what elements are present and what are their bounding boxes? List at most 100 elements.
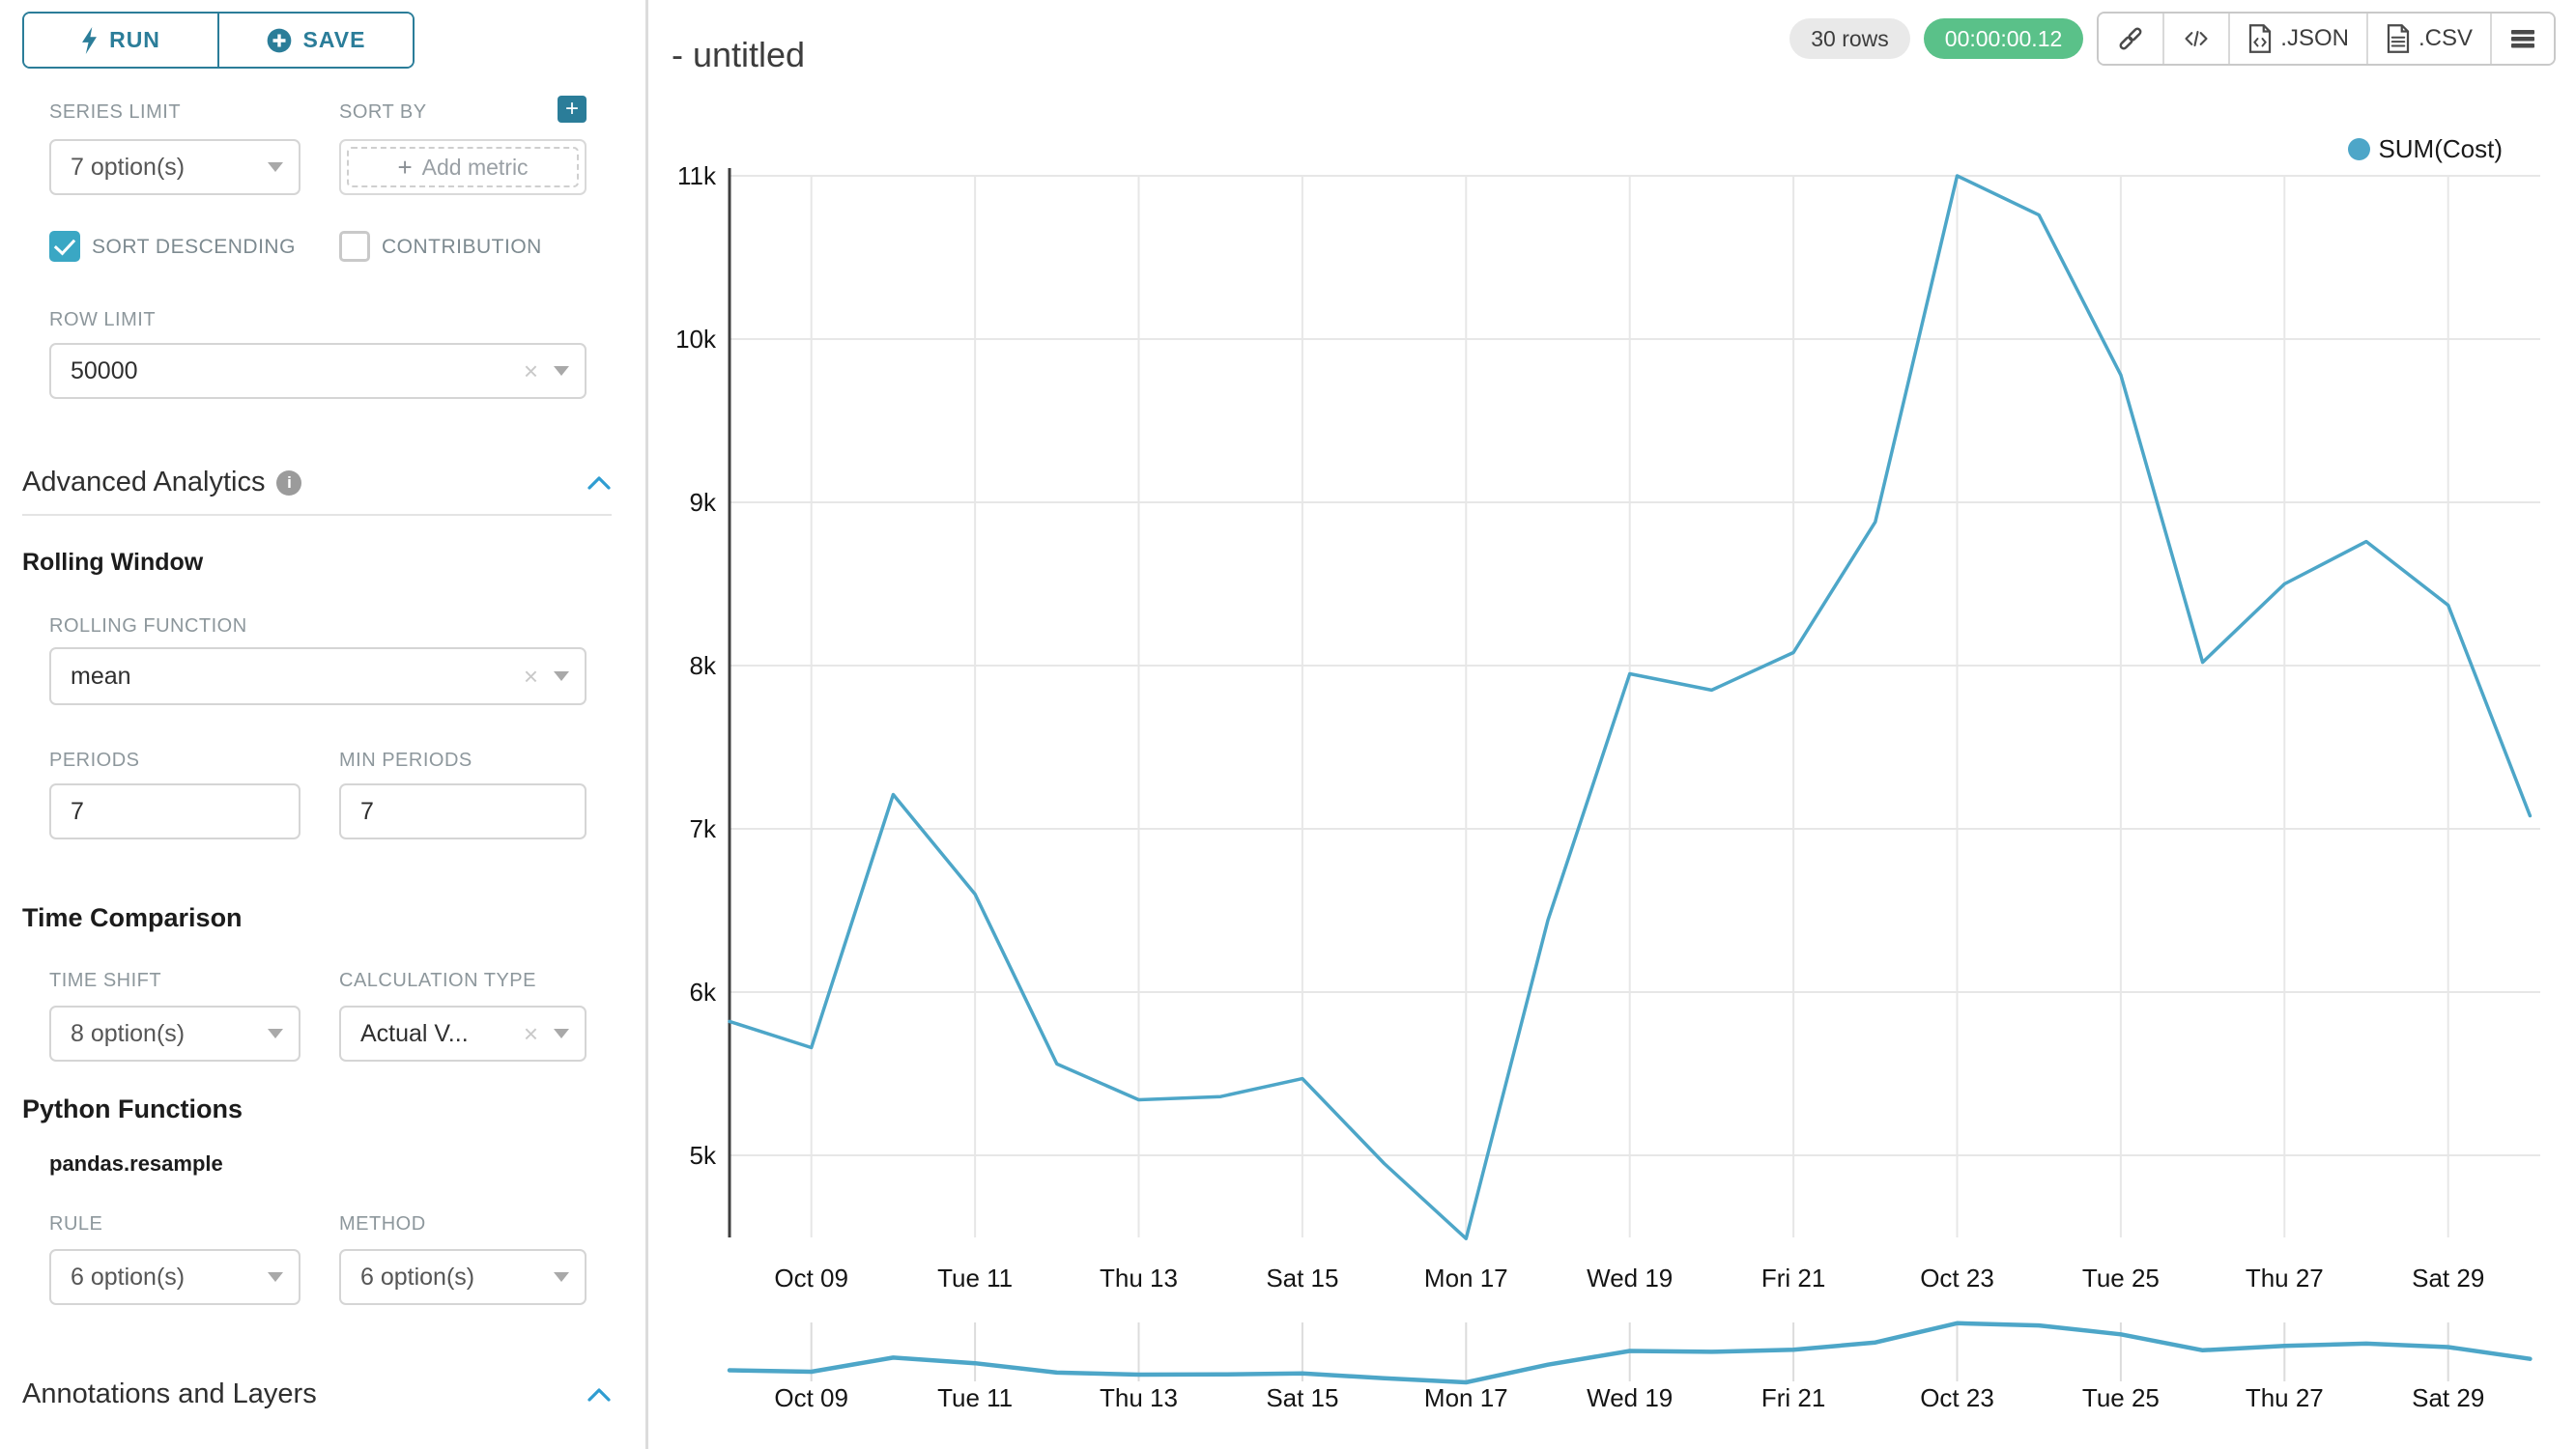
contribution-checkbox[interactable] [339,231,370,262]
csv-label: .CSV [2418,25,2473,51]
y-axis-tick-label: 8k [690,651,717,680]
y-axis-tick-label: 10k [675,325,717,354]
rolling-function-select[interactable]: mean × [49,647,587,705]
mini-x-axis-tick-label: Tue 25 [2082,1383,2160,1412]
calculation-type-select[interactable]: Actual V... × [339,1006,587,1062]
x-axis-tick-label: Thu 13 [1100,1264,1178,1293]
mini-x-axis-tick-label: Oct 09 [774,1383,848,1412]
sort-descending-label: SORT DESCENDING [92,236,296,258]
rolling-window-title: Rolling Window [22,549,204,576]
csv-file-icon [2387,24,2410,53]
query-timer-badge: 00:00:00.12 [1923,18,2084,59]
row-limit-label: ROW LIMIT [49,309,157,330]
chart-panel: - untitled 30 rows 00:00:00.12 [592,0,2576,1449]
run-button-label: RUN [109,27,160,52]
plus-circle-icon [267,28,291,52]
embed-code-button[interactable] [2162,14,2229,64]
mini-x-axis-tick-label: Oct 23 [1920,1383,1994,1412]
info-icon: i [276,469,302,496]
x-axis-tick-label: Mon 17 [1424,1264,1508,1293]
section-divider [22,514,612,516]
add-metric-placeholder: Add metric [421,154,529,180]
row-limit-select[interactable]: 50000 × [49,343,587,399]
y-axis-tick-label: 5k [690,1141,717,1170]
x-axis-tick-label: Wed 19 [1587,1264,1673,1293]
export-json-button[interactable]: .JSON [2228,14,2366,64]
x-axis-tick-label: Tue 25 [2082,1264,2160,1293]
x-axis-tick-label: Tue 11 [937,1264,1013,1293]
chart-legend[interactable]: SUM(Cost) [2348,134,2503,164]
mini-x-axis-tick-label: Thu 27 [2246,1383,2324,1412]
annotations-layers-title: Annotations and Layers [22,1378,317,1409]
x-axis-tick-label: Oct 09 [774,1264,848,1293]
time-comparison-title: Time Comparison [22,903,243,932]
periods-input[interactable]: 7 [49,783,301,839]
hamburger-menu-icon [2511,30,2534,48]
rule-label: RULE [49,1213,103,1235]
mini-x-axis-tick-label: Mon 17 [1424,1383,1508,1412]
y-axis-tick-label: 7k [690,814,717,843]
min-periods-label: MIN PERIODS [339,750,472,771]
lightning-bolt-icon [82,26,98,54]
x-axis-tick-label: Sat 29 [2412,1264,2484,1293]
method-select[interactable]: 6 option(s) [339,1249,587,1305]
json-file-icon [2249,24,2272,53]
x-axis-tick-label: Oct 23 [1920,1264,1994,1293]
calculation-type-label: CALCULATION TYPE [339,970,536,991]
clear-icon[interactable]: × [523,356,538,385]
y-axis-tick-label: 6k [690,978,717,1007]
link-icon [2119,27,2142,50]
plus-icon: + [397,152,413,182]
mini-x-axis-tick-label: Wed 19 [1587,1383,1673,1412]
rolling-function-label: ROLLING FUNCTION [49,615,247,637]
save-button-label: SAVE [302,27,366,52]
chevron-down-icon [554,1029,569,1038]
time-shift-select[interactable]: 8 option(s) [49,1006,301,1062]
advanced-analytics-title: Advanced Analytics [22,467,266,497]
y-axis-tick-label: 9k [690,488,717,517]
legend-series-dot [2348,138,2371,160]
clear-icon[interactable]: × [523,662,538,691]
main-series-line[interactable] [728,174,2533,1240]
chart-menu-button[interactable] [2490,14,2554,64]
mini-x-axis-tick-label: Sat 29 [2412,1383,2484,1412]
add-metric-button[interactable]: + Add metric [347,147,579,187]
sort-descending-checkbox[interactable] [49,231,80,262]
python-functions-title: Python Functions [22,1094,243,1123]
series-limit-select[interactable]: 7 option(s) [49,139,301,195]
chevron-down-icon [554,366,569,376]
chart-title[interactable]: - untitled [672,35,806,74]
legend-series-label: SUM(Cost) [2378,134,2503,163]
code-icon [2185,30,2208,47]
rule-select[interactable]: 6 option(s) [49,1249,301,1305]
series-limit-label: SERIES LIMIT [49,101,182,123]
chevron-down-icon [268,1272,283,1282]
run-save-button-group: RUN SAVE [22,12,415,69]
min-periods-input[interactable]: 7 [339,783,587,839]
control-panel-sidebar: RUN SAVE SERIES LIMIT 7 option(s) SORT B… [0,0,648,1449]
x-axis-tick-label: Fri 21 [1761,1264,1825,1293]
x-axis-tick-label: Sat 15 [1266,1264,1338,1293]
row-count-badge: 30 rows [1789,18,1910,59]
timeseries-line-chart[interactable]: 5k 6k 7k 8k 9k 10k 11k Oct 09 Oct 09 Tue 11 Tue 11… [592,0,2576,1449]
time-shift-label: TIME SHIFT [49,970,162,991]
mini-preview-line[interactable] [727,1321,2533,1385]
copy-link-button[interactable] [2099,14,2163,64]
chevron-up-icon[interactable] [587,1387,612,1403]
clear-icon[interactable]: × [523,1019,538,1048]
x-axis-tick-label: Thu 27 [2246,1264,2324,1293]
chevron-down-icon [268,1029,283,1038]
mini-x-axis-tick-label: Fri 21 [1761,1383,1825,1412]
add-sort-metric-button[interactable]: + [558,96,587,123]
sort-by-label: SORT BY [339,101,427,123]
y-axis-tick-label: 11k [677,161,717,190]
contribution-label: CONTRIBUTION [382,236,542,258]
export-csv-button[interactable]: .CSV [2365,14,2490,64]
save-button[interactable]: SAVE [219,14,413,67]
chevron-down-icon [554,671,569,681]
chevron-up-icon[interactable] [587,475,612,491]
pandas-resample-label: pandas.resample [49,1151,223,1176]
run-button[interactable]: RUN [24,14,219,67]
export-button-group: .JSON .CSV [2097,12,2556,66]
mini-x-axis-tick-label: Sat 15 [1266,1383,1338,1412]
